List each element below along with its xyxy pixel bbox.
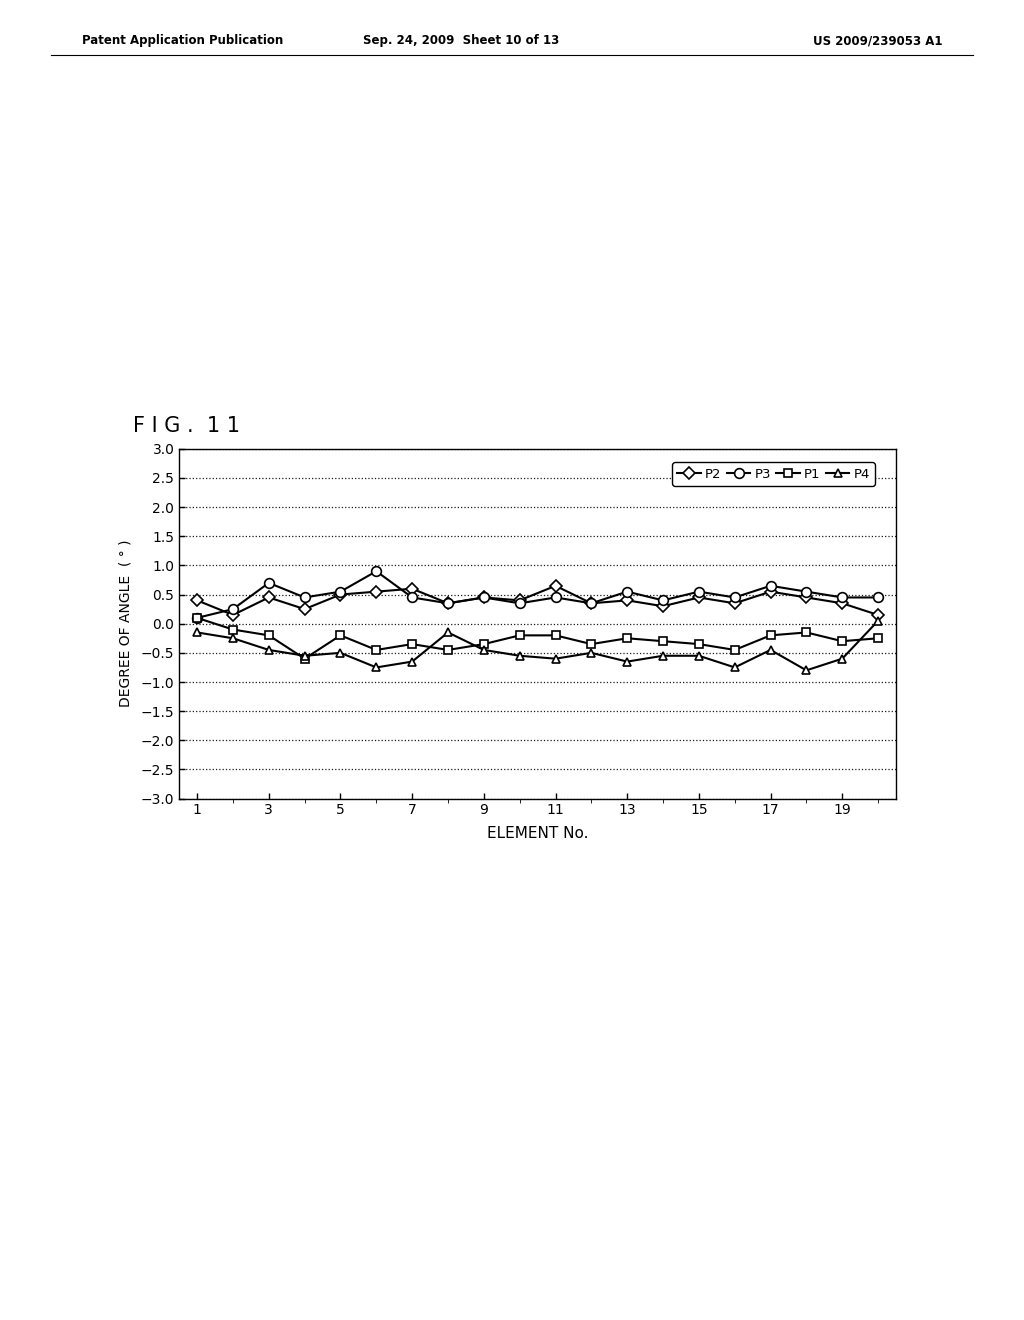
P1 — [692, 636, 705, 652]
P4 — [657, 648, 670, 664]
P1 — [299, 651, 311, 667]
P3 — [370, 564, 382, 579]
P2 — [406, 581, 418, 597]
P1 — [190, 610, 203, 626]
P4 — [442, 624, 455, 640]
P1 — [406, 636, 418, 652]
P3 — [871, 590, 884, 606]
P4 — [370, 660, 382, 676]
P2 — [226, 607, 239, 623]
P1 — [442, 642, 455, 657]
P3 — [764, 578, 776, 594]
P2 — [836, 595, 848, 611]
P3 — [226, 601, 239, 616]
P2 — [299, 601, 311, 616]
P2 — [334, 586, 346, 602]
P1 — [262, 627, 274, 643]
P2 — [442, 595, 455, 611]
P4 — [585, 645, 597, 661]
Text: US 2009/239053 A1: US 2009/239053 A1 — [813, 34, 942, 48]
P4 — [477, 642, 489, 657]
P1 — [764, 627, 776, 643]
X-axis label: ELEMENT No.: ELEMENT No. — [486, 826, 589, 841]
P1 — [621, 631, 633, 647]
Line: P3: P3 — [193, 566, 883, 623]
P4 — [621, 653, 633, 669]
P4 — [190, 624, 203, 640]
P3 — [477, 590, 489, 606]
P1 — [549, 627, 561, 643]
P3 — [513, 595, 526, 611]
P3 — [800, 583, 812, 599]
P2 — [728, 595, 740, 611]
P2 — [871, 607, 884, 623]
P3 — [728, 590, 740, 606]
P2 — [657, 598, 670, 614]
P2 — [190, 593, 203, 609]
P3 — [549, 590, 561, 606]
Text: F I G .  1 1: F I G . 1 1 — [133, 416, 240, 436]
P4 — [871, 612, 884, 628]
P2 — [585, 595, 597, 611]
P2 — [370, 583, 382, 599]
P2 — [692, 590, 705, 606]
P3 — [657, 593, 670, 609]
P3 — [190, 610, 203, 626]
P4 — [226, 631, 239, 647]
P4 — [299, 648, 311, 664]
P2 — [477, 590, 489, 606]
P1 — [226, 622, 239, 638]
P3 — [299, 590, 311, 606]
Line: P1: P1 — [193, 614, 883, 663]
P4 — [334, 645, 346, 661]
P4 — [406, 653, 418, 669]
P4 — [262, 642, 274, 657]
P1 — [585, 636, 597, 652]
P1 — [800, 624, 812, 640]
P4 — [764, 642, 776, 657]
P3 — [585, 595, 597, 611]
P4 — [513, 648, 526, 664]
P2 — [621, 593, 633, 609]
P3 — [262, 576, 274, 591]
P2 — [513, 593, 526, 609]
P4 — [800, 663, 812, 678]
P1 — [728, 642, 740, 657]
Text: Patent Application Publication: Patent Application Publication — [82, 34, 284, 48]
Legend: P2, P3, P1, P4: P2, P3, P1, P4 — [672, 462, 876, 486]
P3 — [836, 590, 848, 606]
P3 — [692, 583, 705, 599]
P1 — [871, 631, 884, 647]
Line: P2: P2 — [193, 582, 883, 619]
P3 — [406, 590, 418, 606]
P4 — [692, 648, 705, 664]
P3 — [621, 583, 633, 599]
P3 — [334, 583, 346, 599]
P1 — [334, 627, 346, 643]
P3 — [442, 595, 455, 611]
Y-axis label: DEGREE OF ANGLE  ( ° ): DEGREE OF ANGLE ( ° ) — [119, 540, 132, 708]
P2 — [800, 590, 812, 606]
P4 — [549, 651, 561, 667]
P4 — [728, 660, 740, 676]
Line: P4: P4 — [193, 616, 883, 675]
Text: Sep. 24, 2009  Sheet 10 of 13: Sep. 24, 2009 Sheet 10 of 13 — [362, 34, 559, 48]
P1 — [477, 636, 489, 652]
P1 — [513, 627, 526, 643]
P2 — [764, 583, 776, 599]
P1 — [370, 642, 382, 657]
P4 — [836, 651, 848, 667]
P2 — [262, 590, 274, 606]
P1 — [836, 634, 848, 649]
P1 — [657, 634, 670, 649]
P2 — [549, 578, 561, 594]
